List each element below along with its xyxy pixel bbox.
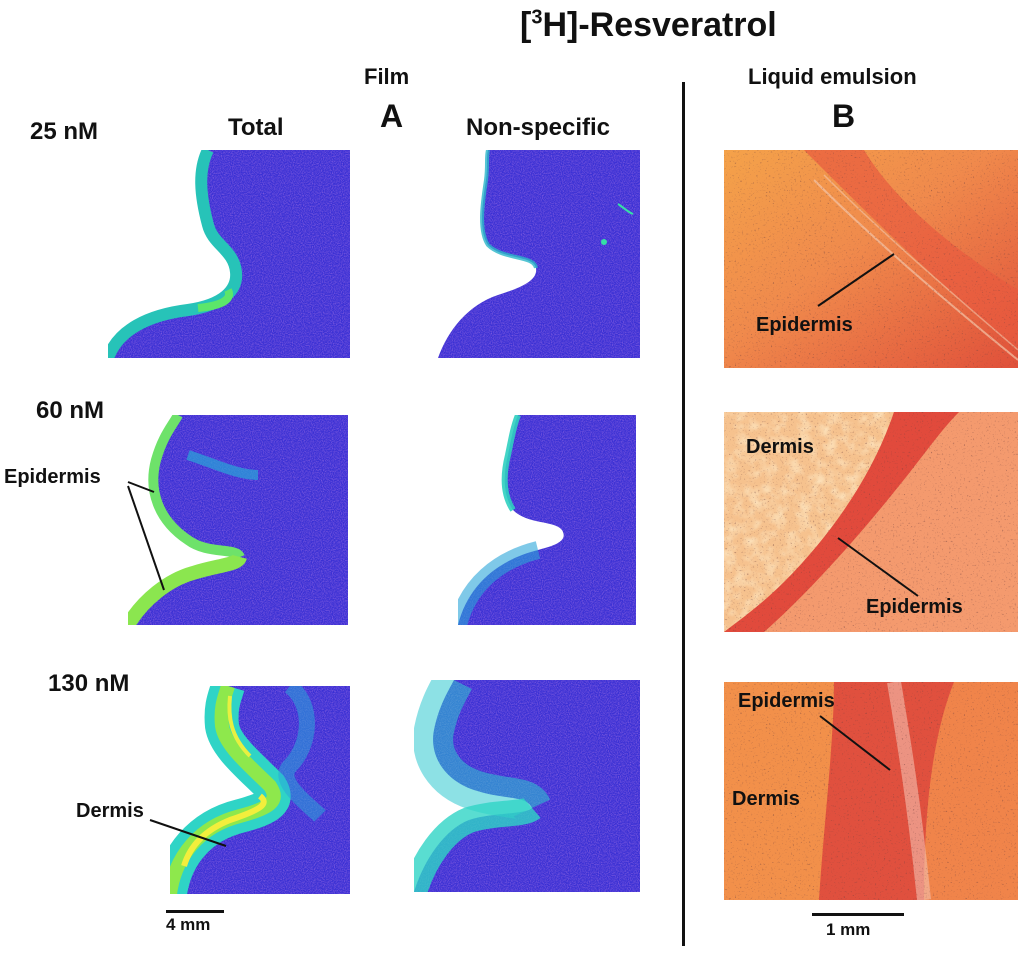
row-label-25nm: 25 nM bbox=[30, 118, 99, 145]
emulsion-scale-bar bbox=[812, 913, 904, 916]
film-total-60nm-image bbox=[128, 415, 348, 625]
emulsion-panel-letter: B bbox=[832, 98, 856, 134]
emulsion-130nm-epidermis-label: Epidermis bbox=[738, 690, 835, 712]
emulsion-heading: Liquid emulsion bbox=[748, 64, 917, 89]
film-nonspecific-130nm-image bbox=[414, 680, 640, 892]
film-nonspecific-60nm-image bbox=[458, 415, 636, 625]
emulsion-130nm-image bbox=[724, 682, 1018, 900]
emulsion-60nm-epidermis-label: Epidermis bbox=[866, 596, 963, 618]
film-60nm-epidermis-label: Epidermis bbox=[4, 466, 101, 488]
film-heading: Film bbox=[364, 64, 410, 89]
column-header-total: Total bbox=[228, 114, 284, 141]
row-label-130nm: 130 nM bbox=[48, 670, 130, 697]
film-panel-letter: A bbox=[380, 98, 404, 134]
row-label-60nm: 60 nM bbox=[36, 397, 105, 424]
emulsion-130nm-dermis-label: Dermis bbox=[732, 788, 800, 810]
film-nonspecific-25nm-image bbox=[438, 150, 640, 358]
film-scale-label: 4 mm bbox=[166, 915, 211, 934]
film-scale-bar bbox=[166, 910, 224, 913]
emulsion-60nm-dermis-label: Dermis bbox=[746, 436, 814, 458]
column-header-nonspecific: Non-specific bbox=[466, 114, 611, 141]
film-total-25nm-image bbox=[108, 150, 350, 358]
film-130nm-dermis-label: Dermis bbox=[76, 800, 144, 822]
figure-title: [3H]-Resveratrol bbox=[520, 6, 777, 44]
emulsion-25nm-epidermis-label: Epidermis bbox=[756, 314, 853, 336]
column-divider bbox=[682, 82, 685, 946]
film-total-130nm-image bbox=[170, 686, 350, 894]
title-superscript: 3 bbox=[531, 6, 543, 29]
emulsion-scale-label: 1 mm bbox=[826, 920, 871, 939]
